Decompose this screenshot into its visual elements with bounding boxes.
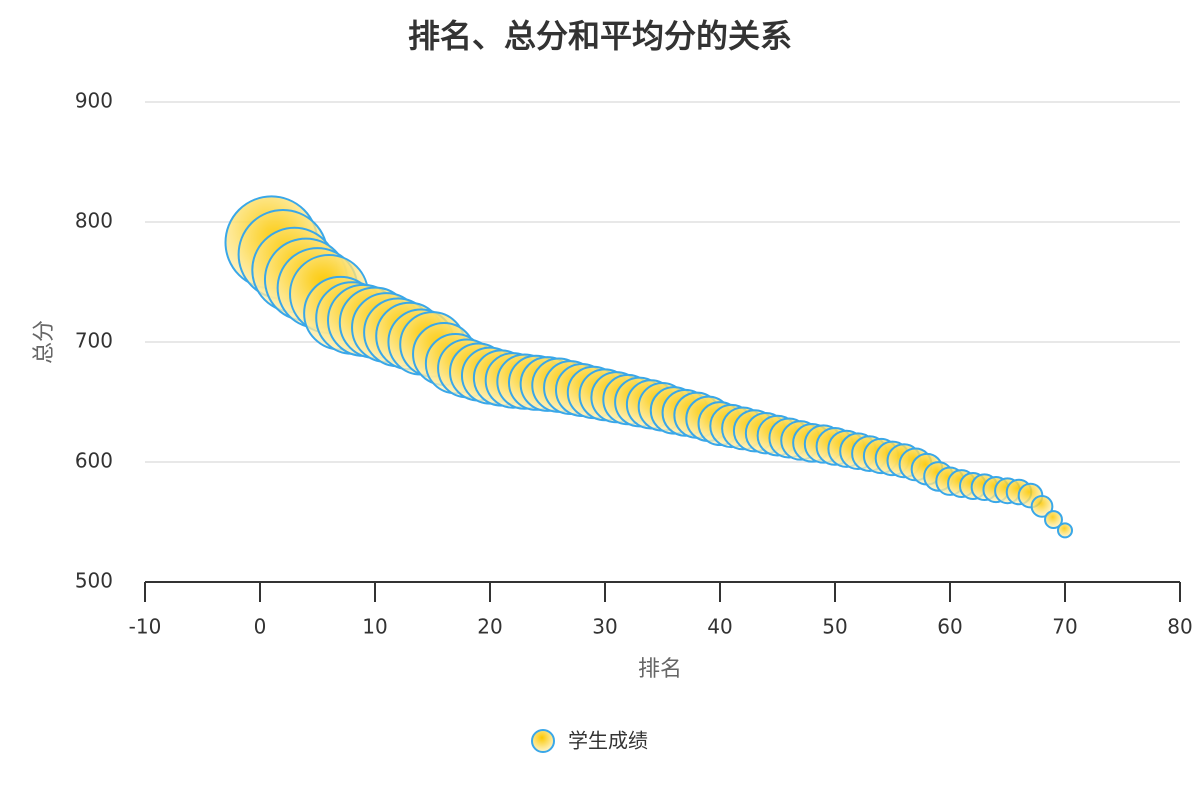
x-tick-label: 70 — [1052, 615, 1077, 639]
y-tick-label: 500 — [75, 569, 113, 593]
y-tick-label: 900 — [75, 89, 113, 113]
legend-label: 学生成绩 — [568, 729, 648, 753]
x-tick-label: 0 — [254, 615, 267, 639]
x-tick-label: 30 — [592, 615, 617, 639]
chart-title: 排名、总分和平均分的关系 — [408, 17, 792, 55]
y-tick-label: 700 — [75, 329, 113, 353]
y-axis-label: 总分 — [32, 320, 57, 364]
y-tick-label: 600 — [75, 449, 113, 473]
x-tick-label: 40 — [707, 615, 732, 639]
y-tick-label: 800 — [75, 209, 113, 233]
x-axis-label: 排名 — [638, 657, 682, 682]
x-tick-label: 80 — [1167, 615, 1192, 639]
x-tick-label: 20 — [477, 615, 502, 639]
bubble — [1030, 495, 1054, 518]
x-tick-label: -10 — [129, 615, 162, 639]
x-tick-label: 60 — [937, 615, 962, 639]
bubble — [1044, 510, 1063, 530]
legend-marker — [531, 729, 555, 753]
x-tick-label: 50 — [822, 615, 847, 639]
x-tick-label: 10 — [362, 615, 387, 639]
bubble — [1057, 522, 1073, 539]
